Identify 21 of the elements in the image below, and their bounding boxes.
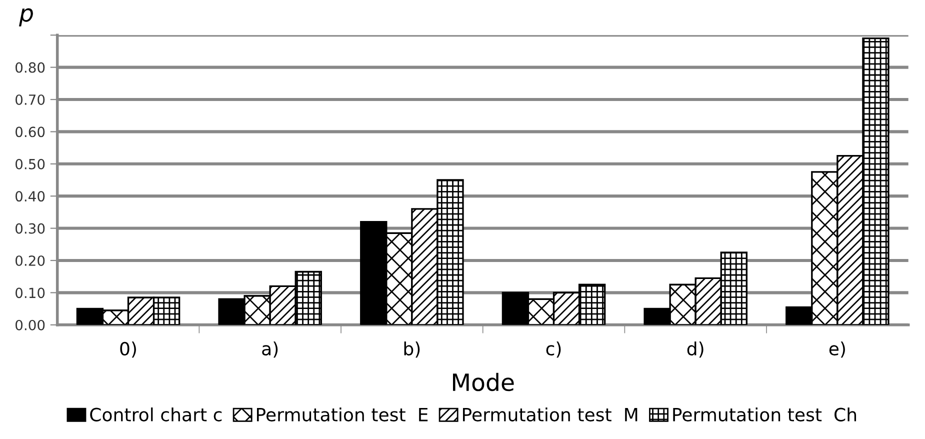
legend-label: Permutation test M	[462, 407, 638, 422]
y-tick-label: 0.70	[16, 94, 45, 105]
x-tick-label: a)	[262, 342, 278, 358]
x-tick-label: e)	[829, 342, 845, 358]
x-tick-label: b)	[404, 342, 420, 358]
y-tick-label: 0.80	[16, 62, 45, 73]
y-tick-label: 0.10	[16, 288, 45, 298]
y-tick-label: 0.00	[16, 320, 45, 330]
y-tick-label: 0.20	[16, 255, 45, 266]
legend-label: Permutation test E	[256, 407, 428, 422]
x-axis-title: Mode	[453, 372, 514, 392]
y-tick-label: 0.50	[16, 158, 45, 170]
x-tick-label: c)	[546, 342, 561, 358]
y-tick-label: 0.60	[16, 126, 45, 138]
y-tick-label: 0.30	[16, 223, 45, 234]
legend-label: Control chart c	[90, 407, 222, 422]
legend-label: Permutation test Ch	[673, 407, 856, 422]
x-tick-label: 0)	[120, 342, 136, 358]
x-tick-label: d)	[687, 342, 704, 358]
y-tick-label: 0.40	[16, 191, 45, 202]
y-axis-title: p	[18, 8, 33, 26]
